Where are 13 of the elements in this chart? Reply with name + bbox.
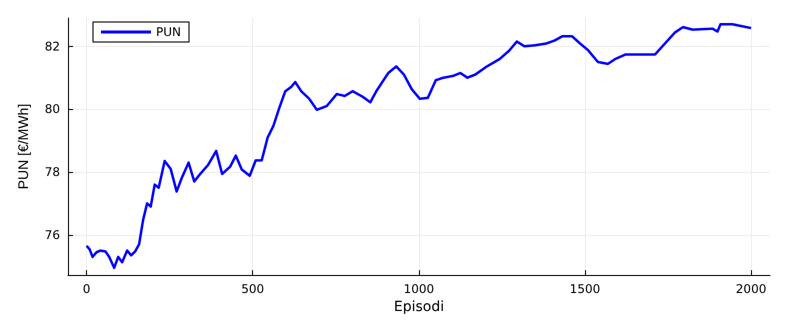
x-tick-label: 1000 [404,282,434,296]
x-tick-label: 500 [241,282,264,296]
line-series [85,23,752,270]
y-tick-label: 80 [44,102,60,116]
y-tick-label: 78 [44,165,60,180]
x-axis-title: Episodi [394,299,444,315]
x-tick-label: 0 [82,282,90,296]
y-tick-label: 76 [44,228,60,242]
y-axis-title: PUN [€/MWh] [15,104,31,190]
x-tick-label: 1500 [570,282,600,296]
legend-label: PUN [156,25,181,39]
y-tick-label: 82 [44,39,60,54]
x-tick-label: 2000 [736,282,766,296]
